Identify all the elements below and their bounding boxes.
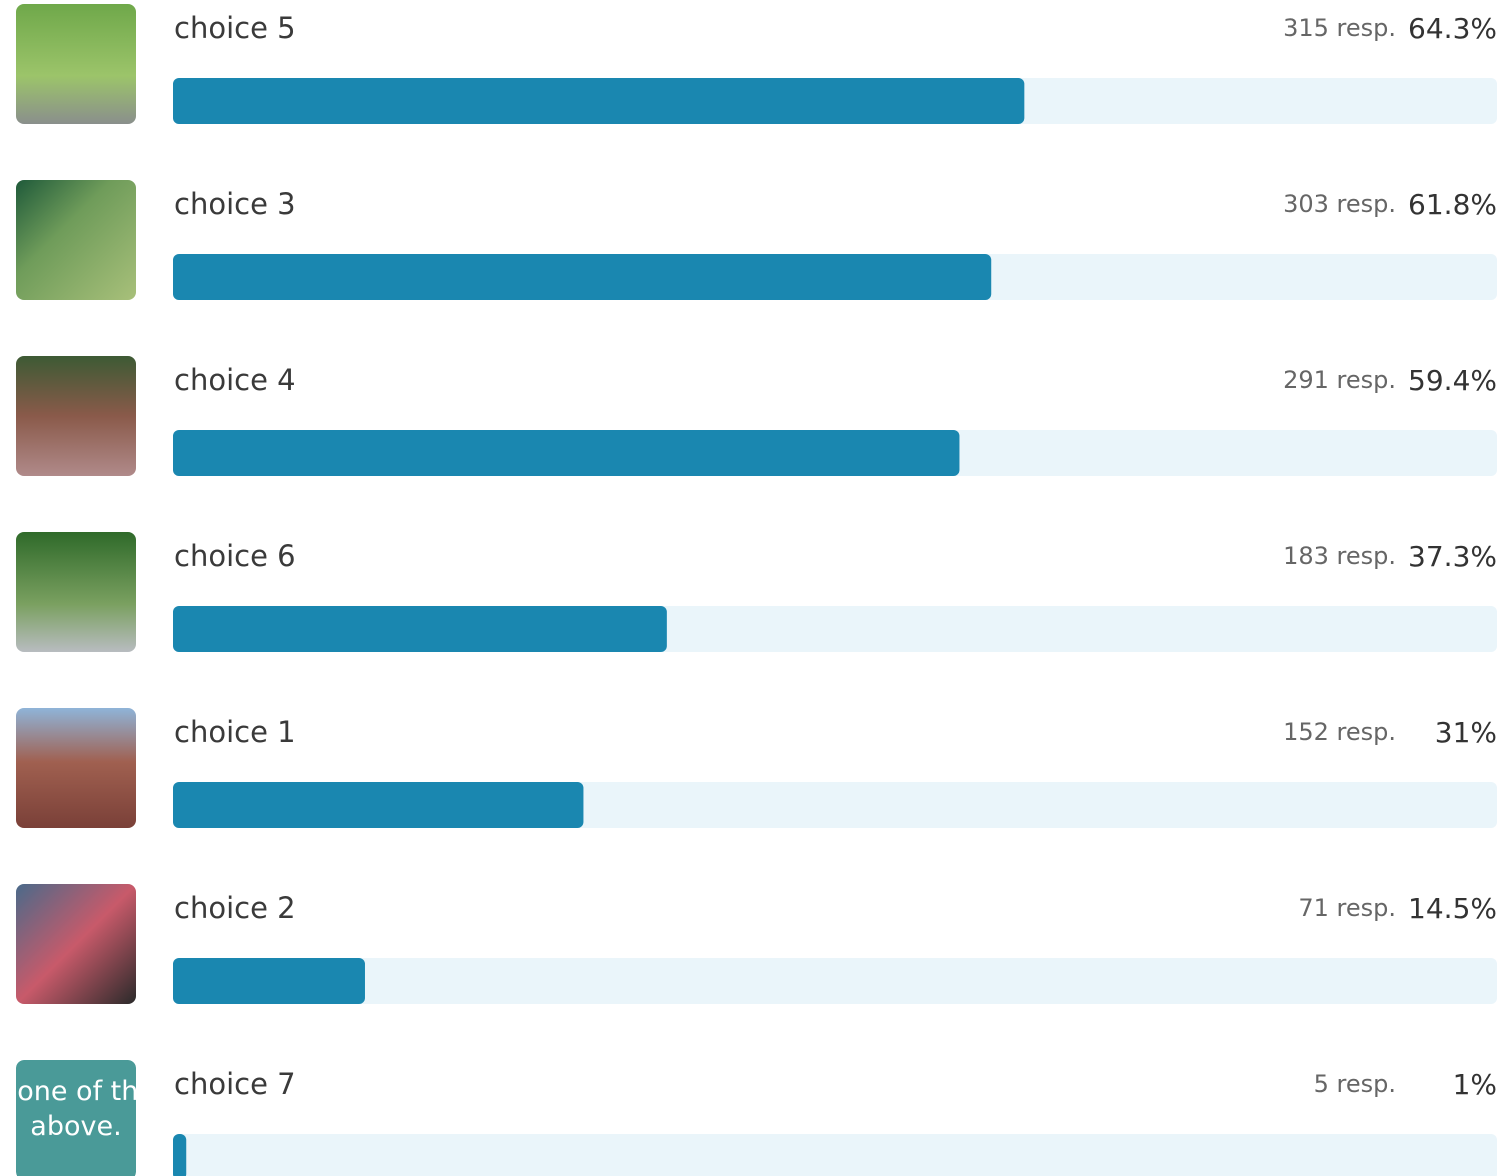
response-count: 152 resp. [1283,718,1396,746]
percent-label: 37.3% [1408,540,1497,573]
choice-label: choice 5 [174,11,296,45]
response-count: 71 resp. [1298,894,1396,922]
bar [173,782,584,828]
percent-label: 64.3% [1408,12,1497,45]
choice-label: choice 6 [174,539,296,573]
thumbnail [16,4,136,124]
percent-label: 1% [1453,1068,1497,1101]
response-count: 5 resp. [1314,1070,1396,1098]
choice-label: choice 3 [174,187,296,221]
thumbnail [16,180,136,300]
thumbnail [16,708,136,828]
thumbnail-bg [16,1060,136,1176]
bar [173,78,1025,124]
choice-label: choice 4 [174,363,296,397]
choice-label: choice 2 [174,891,296,925]
percent-label: 61.8% [1408,188,1497,221]
bar [173,254,992,300]
bar [173,430,960,476]
bar [173,958,365,1004]
bar [173,1134,187,1176]
thumbnail: None of the above. [0,1060,155,1176]
thumbnail [16,532,136,652]
thumbnail-text: None of the above. [0,1076,155,1142]
thumbnail [16,884,136,1004]
response-count: 291 resp. [1283,366,1396,394]
thumbnail [16,356,136,476]
percent-label: 59.4% [1408,364,1497,397]
choice-label: choice 7 [174,1067,296,1101]
response-count: 183 resp. [1283,542,1396,570]
bar-track [173,958,1497,1004]
percent-label: 14.5% [1408,892,1497,925]
bar-track [173,1134,1497,1176]
bar [173,606,667,652]
percent-label: 31% [1435,716,1497,749]
choice-label: choice 1 [174,715,296,749]
response-count: 303 resp. [1283,190,1396,218]
response-count: 315 resp. [1283,14,1396,42]
